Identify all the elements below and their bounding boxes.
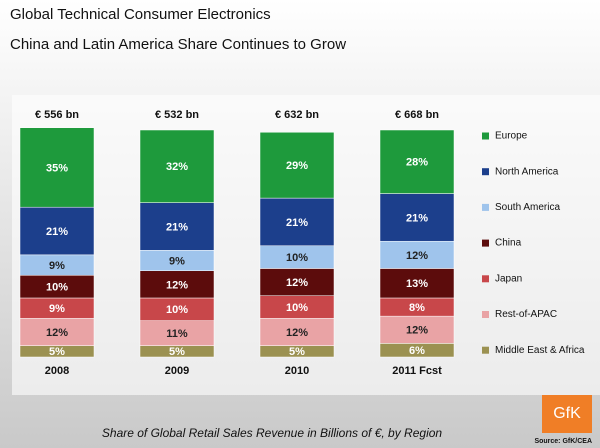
- total-label: € 556 bn: [35, 109, 79, 121]
- x-tick-label: 2010: [285, 365, 309, 377]
- value-label: 12%: [46, 327, 68, 339]
- legend-label: Rest-of-APAC: [495, 309, 557, 320]
- bar-segment: [19, 206, 95, 256]
- value-label: 10%: [166, 304, 188, 316]
- total-label: € 632 bn: [275, 109, 319, 121]
- value-label: 10%: [46, 282, 68, 294]
- legend-label: Japan: [495, 273, 522, 284]
- legend-label: Europe: [495, 131, 528, 142]
- logo: GfK: [553, 405, 581, 422]
- legend-swatch: [482, 168, 489, 176]
- logo-box: [542, 395, 592, 433]
- bar-segment: [379, 193, 455, 242]
- value-label: 5%: [169, 346, 185, 358]
- bar-segment: [139, 202, 215, 251]
- value-label: 9%: [169, 255, 185, 267]
- value-label: 29%: [286, 160, 308, 172]
- value-label: 9%: [49, 303, 65, 315]
- footnote: Share of Global Retail Sales Revenue in …: [102, 426, 443, 440]
- bar-segment: [139, 320, 215, 346]
- value-label: 6%: [409, 345, 425, 357]
- legend-label: North America: [495, 166, 559, 177]
- value-label: 21%: [406, 212, 428, 224]
- value-label: 5%: [49, 346, 65, 358]
- chart-title: Global Technical Consumer Electronics: [10, 6, 271, 23]
- value-label: 13%: [406, 278, 428, 290]
- value-label: 21%: [166, 221, 188, 233]
- value-label: 11%: [166, 328, 188, 340]
- value-label: 10%: [286, 302, 308, 314]
- bar-segment: [259, 268, 335, 296]
- value-label: 5%: [289, 346, 305, 358]
- bar-segment: [19, 318, 95, 346]
- legend-label: Middle East & Africa: [495, 345, 585, 356]
- value-label: 10%: [286, 252, 308, 264]
- value-label: 12%: [406, 325, 428, 337]
- value-label: 21%: [46, 226, 68, 238]
- source: Source: GfK/CEA: [534, 438, 592, 445]
- bar-segment: [379, 129, 455, 194]
- bar-segment: [259, 197, 335, 247]
- value-label: 32%: [166, 161, 188, 173]
- x-tick-label: 2011 Fcst: [392, 365, 442, 377]
- bar-segment: [379, 315, 455, 344]
- value-label: 21%: [286, 217, 308, 229]
- value-label: 12%: [286, 327, 308, 339]
- bar-segment: [19, 127, 95, 208]
- legend-swatch: [482, 203, 489, 211]
- total-label: € 532 bn: [155, 109, 199, 121]
- legend-swatch: [482, 239, 489, 247]
- legend-swatch: [482, 346, 489, 354]
- x-tick-label: 2008: [45, 365, 69, 377]
- value-label: 12%: [166, 279, 188, 291]
- bar-segment: [379, 240, 455, 269]
- x-tick-label: 2009: [165, 365, 189, 377]
- value-label: 28%: [406, 157, 428, 169]
- legend-swatch: [482, 311, 489, 318]
- bar-segment: [259, 318, 335, 346]
- total-label: € 668 bn: [395, 109, 439, 121]
- value-label: 8%: [409, 302, 425, 314]
- bar-segment: [139, 270, 215, 299]
- legend-swatch: [482, 275, 489, 283]
- value-label: 9%: [49, 260, 65, 272]
- legend-label: South America: [495, 202, 560, 213]
- value-label: 35%: [46, 162, 68, 174]
- bar-segment: [139, 129, 215, 203]
- chart-subtitle: China and Latin America Share Continues …: [10, 36, 346, 53]
- value-label: 12%: [286, 277, 308, 289]
- value-label: 12%: [406, 250, 428, 262]
- bar-segment: [259, 132, 335, 199]
- bar-segment: [379, 268, 455, 299]
- legend-label: China: [495, 238, 522, 249]
- legend-swatch: [482, 132, 489, 140]
